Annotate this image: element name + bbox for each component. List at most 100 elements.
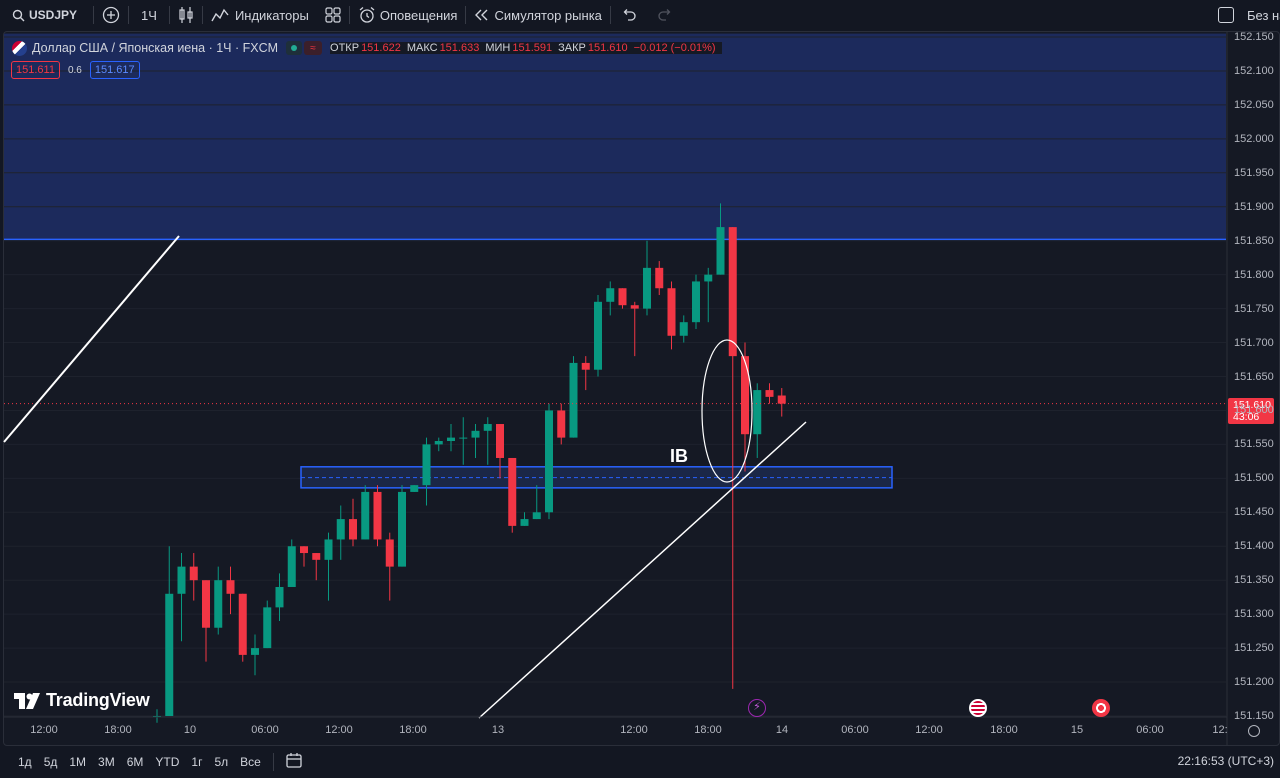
candle-body bbox=[422, 444, 431, 486]
last-price-value: 151.610 bbox=[1233, 399, 1271, 411]
tradingview-logo[interactable]: TradingView bbox=[14, 690, 150, 711]
close-value: 151.610 bbox=[587, 42, 628, 54]
change-value: −0.012 (−0.01%) bbox=[633, 42, 716, 54]
symbol-search-button[interactable]: USDJPY bbox=[0, 0, 85, 30]
time-tick-label: 12:00 bbox=[620, 724, 648, 736]
candle-body bbox=[373, 491, 382, 540]
range-3m[interactable]: 3М bbox=[98, 755, 115, 769]
logo-text: TradingView bbox=[46, 690, 150, 710]
candle-body bbox=[238, 593, 247, 655]
candle-body bbox=[434, 441, 443, 445]
undo-button[interactable] bbox=[611, 0, 647, 30]
spread-value: 0.6 bbox=[67, 64, 82, 76]
interval-button[interactable]: 1Ч bbox=[129, 0, 169, 30]
separator bbox=[272, 753, 274, 771]
templates-button[interactable] bbox=[317, 0, 349, 30]
separator bbox=[128, 6, 130, 24]
candle-body bbox=[385, 539, 394, 567]
price-tick-label: 152.050 bbox=[1234, 98, 1274, 111]
time-tick-label: 18:00 bbox=[694, 724, 722, 736]
event-lightning-icon[interactable]: ⚡ bbox=[748, 699, 766, 717]
sell-button[interactable]: 151.611 bbox=[11, 61, 60, 79]
time-tick-label: 13 bbox=[491, 724, 505, 736]
redo-button[interactable] bbox=[647, 0, 683, 30]
range-1m[interactable]: 1М bbox=[69, 755, 87, 769]
candle-body bbox=[692, 281, 700, 323]
status-dot-icon bbox=[291, 45, 298, 51]
candle-body bbox=[398, 491, 406, 567]
compare-button[interactable] bbox=[94, 0, 128, 30]
checkbox[interactable] bbox=[1218, 7, 1234, 23]
price-tick-label: 151.400 bbox=[1234, 540, 1274, 553]
open-value: 151.622 bbox=[361, 42, 401, 54]
time-tick-label: 06:00 bbox=[251, 724, 279, 736]
candle-body bbox=[300, 546, 308, 554]
range-all[interactable]: Все bbox=[240, 755, 261, 769]
candle-body bbox=[606, 288, 615, 302]
time-tick-label: 10 bbox=[183, 724, 197, 736]
us-flag-event-icon[interactable] bbox=[969, 699, 987, 717]
axis-settings-gear-icon[interactable] bbox=[1248, 725, 1260, 737]
time-tick-label: 12:00 bbox=[30, 724, 58, 736]
candle-body bbox=[643, 267, 651, 309]
time-tick-label: 15 bbox=[1070, 724, 1084, 736]
price-tick-label: 151.350 bbox=[1234, 574, 1274, 587]
last-price-label: 151.610 43:06 bbox=[1228, 398, 1274, 424]
price-tick-label: 151.500 bbox=[1234, 472, 1274, 485]
time-tick-label: 12:00 bbox=[915, 724, 943, 736]
price-chart[interactable] bbox=[0, 0, 1280, 746]
candle-body bbox=[716, 227, 725, 275]
ib-annotation-label[interactable]: IB bbox=[670, 446, 688, 466]
indicators-icon bbox=[211, 8, 229, 22]
highlight-ellipse bbox=[701, 339, 753, 483]
clock[interactable]: 22:16:53 (UTC+3) bbox=[1177, 754, 1274, 768]
price-tick-label: 151.150 bbox=[1234, 710, 1274, 722]
price-tick-label: 151.250 bbox=[1234, 642, 1274, 655]
replay-label: Симулятор рынка bbox=[494, 7, 602, 23]
legend-title[interactable]: Доллар США / Японская иена · 1Ч · FXCM bbox=[32, 41, 279, 55]
candle-body bbox=[655, 267, 664, 289]
range-1d[interactable]: 1д bbox=[18, 755, 32, 769]
range-5y[interactable]: 5л bbox=[214, 755, 229, 769]
close-key: ЗАКР bbox=[558, 42, 586, 54]
candle-body bbox=[753, 390, 762, 435]
range-1y[interactable]: 1г bbox=[191, 755, 203, 769]
alarm-clock-icon bbox=[359, 7, 375, 23]
alerts-label: Оповещения bbox=[379, 7, 458, 23]
range-ytd[interactable]: YTD bbox=[155, 755, 180, 769]
candle-body bbox=[471, 430, 480, 438]
candle-body bbox=[520, 519, 529, 526]
target-event-icon[interactable] bbox=[1092, 699, 1110, 717]
candle-body bbox=[557, 410, 566, 438]
date-range-button[interactable] bbox=[286, 752, 304, 772]
time-tick-label: 06:00 bbox=[1136, 724, 1164, 736]
indicators-label: Индикаторы bbox=[234, 7, 309, 23]
buy-button[interactable]: 151.617 bbox=[89, 61, 140, 79]
candle-body bbox=[765, 390, 774, 397]
market-open-badge[interactable] bbox=[286, 41, 303, 55]
ranges: 1д 5д 1М 3М 6М YTD 1г 5л Все bbox=[10, 755, 265, 769]
replay-button[interactable]: Симулятор рынка bbox=[466, 0, 609, 30]
time-tick-label: 12:00 bbox=[325, 724, 353, 736]
price-tick-label: 151.700 bbox=[1234, 336, 1274, 349]
price-tick-label: 151.750 bbox=[1234, 302, 1274, 315]
alerts-button[interactable]: Оповещения bbox=[350, 0, 466, 30]
price-tick-label: 152.150 bbox=[1234, 31, 1274, 43]
candle-body bbox=[275, 586, 284, 608]
range-6m[interactable]: 6М bbox=[126, 755, 144, 769]
chart-legend: Доллар США / Японская иена · 1Ч · FXCM ≈… bbox=[12, 40, 722, 56]
candle-body bbox=[630, 305, 639, 309]
chart-type-button[interactable] bbox=[170, 0, 202, 30]
range-5d[interactable]: 5д bbox=[43, 755, 58, 769]
candle-body bbox=[667, 288, 676, 336]
trade-buttons: 151.611 0.6 151.617 bbox=[11, 61, 140, 79]
bar-countdown: 43:06 bbox=[1233, 411, 1260, 423]
price-tick-label: 151.550 bbox=[1234, 438, 1274, 451]
candle-body bbox=[361, 491, 370, 540]
indicators-button[interactable]: Индикаторы bbox=[203, 0, 317, 30]
signal-badge[interactable]: ≈ bbox=[304, 41, 323, 55]
redo-icon bbox=[658, 9, 671, 21]
calendar-range-icon bbox=[286, 752, 302, 768]
rewind-icon bbox=[475, 9, 488, 21]
right-checkbox-item[interactable]: Без на bbox=[1212, 0, 1280, 30]
